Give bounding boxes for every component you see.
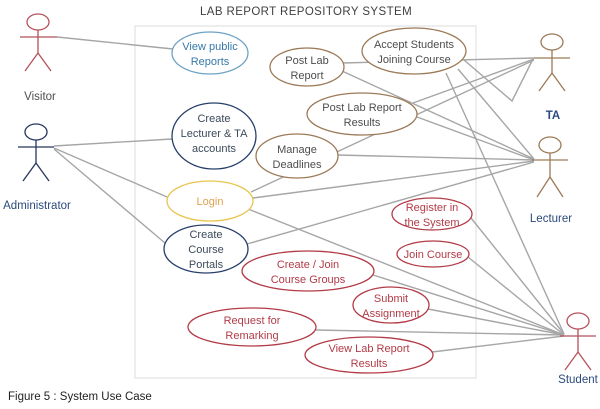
association-student-accept-students [445, 72, 565, 335]
usecase-join-course: Join Course [396, 240, 470, 268]
association-lecturer-create-course-portals [246, 161, 535, 245]
usecase-post-lab-report: Post Lab Report [269, 47, 345, 87]
usecase-label: the System [404, 217, 459, 229]
usecase-label: Create [189, 229, 222, 241]
use-cases: View public Reports Post Lab Report Acce… [163, 27, 473, 374]
usecase-label: Joining Course [377, 54, 450, 66]
lecturer-actor-icon [532, 136, 568, 198]
usecase-submit-assignment: Submit Assignment [352, 286, 430, 324]
usecase-label: Join Course [404, 249, 463, 261]
visitor-label: Visitor [24, 91, 56, 103]
association-lecturer-accept-students [457, 68, 535, 160]
association-admin-create-course-portals [53, 148, 166, 244]
association-student-submit-assignment [427, 308, 565, 336]
usecase-view-public-reports: View public Reports [171, 31, 249, 75]
usecase-create-lecturer-ta-accounts: Create Lecturer & TA accounts [171, 102, 257, 170]
association-admin-login [53, 147, 168, 198]
student-actor-icon [560, 312, 596, 371]
usecase-label: Portals [189, 259, 224, 271]
association-ta-accept-students [463, 58, 534, 103]
usecase-label: Post Lab Report [322, 102, 402, 114]
usecase-create-course-portals: Create Course Portals [163, 224, 249, 274]
usecase-label: Register in [406, 202, 459, 214]
association-student-join-course [467, 256, 565, 336]
ta-actor-icon [534, 33, 570, 92]
usecase-label: Create / Join [277, 259, 339, 271]
association-lines [53, 36, 565, 353]
actors: Visitor Administrator TA Lecturer [3, 13, 599, 386]
usecase-create-join-course-groups: Create / Join Course Groups [241, 250, 375, 292]
figure-caption: Figure 5 : System Use Case [8, 391, 152, 403]
usecase-label: Assignment [362, 308, 419, 320]
usecase-label: Results [344, 117, 381, 129]
association-student-register-system [470, 217, 565, 335]
usecase-label: Results [351, 358, 388, 370]
diagram-title: LAB REPORT REPOSITORY SYSTEM [200, 6, 412, 18]
association-lecturer-login [252, 160, 535, 199]
ta-label: TA [546, 110, 560, 122]
association-student-login [247, 208, 565, 336]
administrator-actor-icon [18, 123, 54, 182]
association-lecturer-post-lab-report [341, 70, 535, 160]
usecase-request-for-remarking: Request for Remarking [187, 307, 317, 347]
usecase-login: Login [166, 180, 254, 222]
usecase-label: Submit [374, 293, 408, 305]
usecase-label: Reports [191, 56, 230, 68]
usecase-label: View public [182, 41, 238, 53]
usecase-label: Course [188, 244, 223, 256]
usecase-label: Remarking [225, 330, 278, 342]
usecase-label: Manage [277, 144, 317, 156]
association-ta-post-lab-report-results [412, 58, 535, 104]
visitor-actor-icon [20, 13, 57, 72]
usecase-manage-deadlines: Manage Deadlines [255, 133, 339, 179]
usecase-label: Accept Students [374, 39, 455, 51]
usecase-label: Lecturer & TA [181, 128, 249, 140]
association-student-request-remarking [315, 329, 565, 336]
association-student-view-lab-results [431, 335, 565, 353]
usecase-label: View Lab Report [328, 343, 409, 355]
association-student-create-join-groups [372, 274, 565, 336]
usecase-view-lab-report-results: View Lab Report Results [304, 336, 434, 374]
usecase-label: Create [197, 113, 230, 125]
student-label: Student [558, 374, 598, 386]
usecase-label: accounts [192, 143, 237, 155]
usecase-label: Login [197, 196, 224, 208]
administrator-label: Administrator [3, 200, 71, 212]
association-admin-create-lecturer-ta [53, 138, 173, 147]
usecase-label: Report [290, 70, 323, 82]
usecase-register-in-the-system: Register in the System [391, 197, 473, 231]
association-visitor-view-public-reports [56, 36, 174, 50]
usecase-label: Course Groups [271, 274, 346, 286]
usecase-accept-students-joining-course: Accept Students Joining Course [361, 27, 467, 75]
usecase-label: Request for [224, 315, 281, 327]
usecase-label: Deadlines [273, 159, 322, 171]
usecase-post-lab-report-results: Post Lab Report Results [306, 92, 418, 136]
lecturer-label: Lecturer [530, 213, 572, 225]
association-lecturer-manage-deadlines [337, 154, 535, 161]
usecase-label: Post Lab [285, 55, 328, 67]
